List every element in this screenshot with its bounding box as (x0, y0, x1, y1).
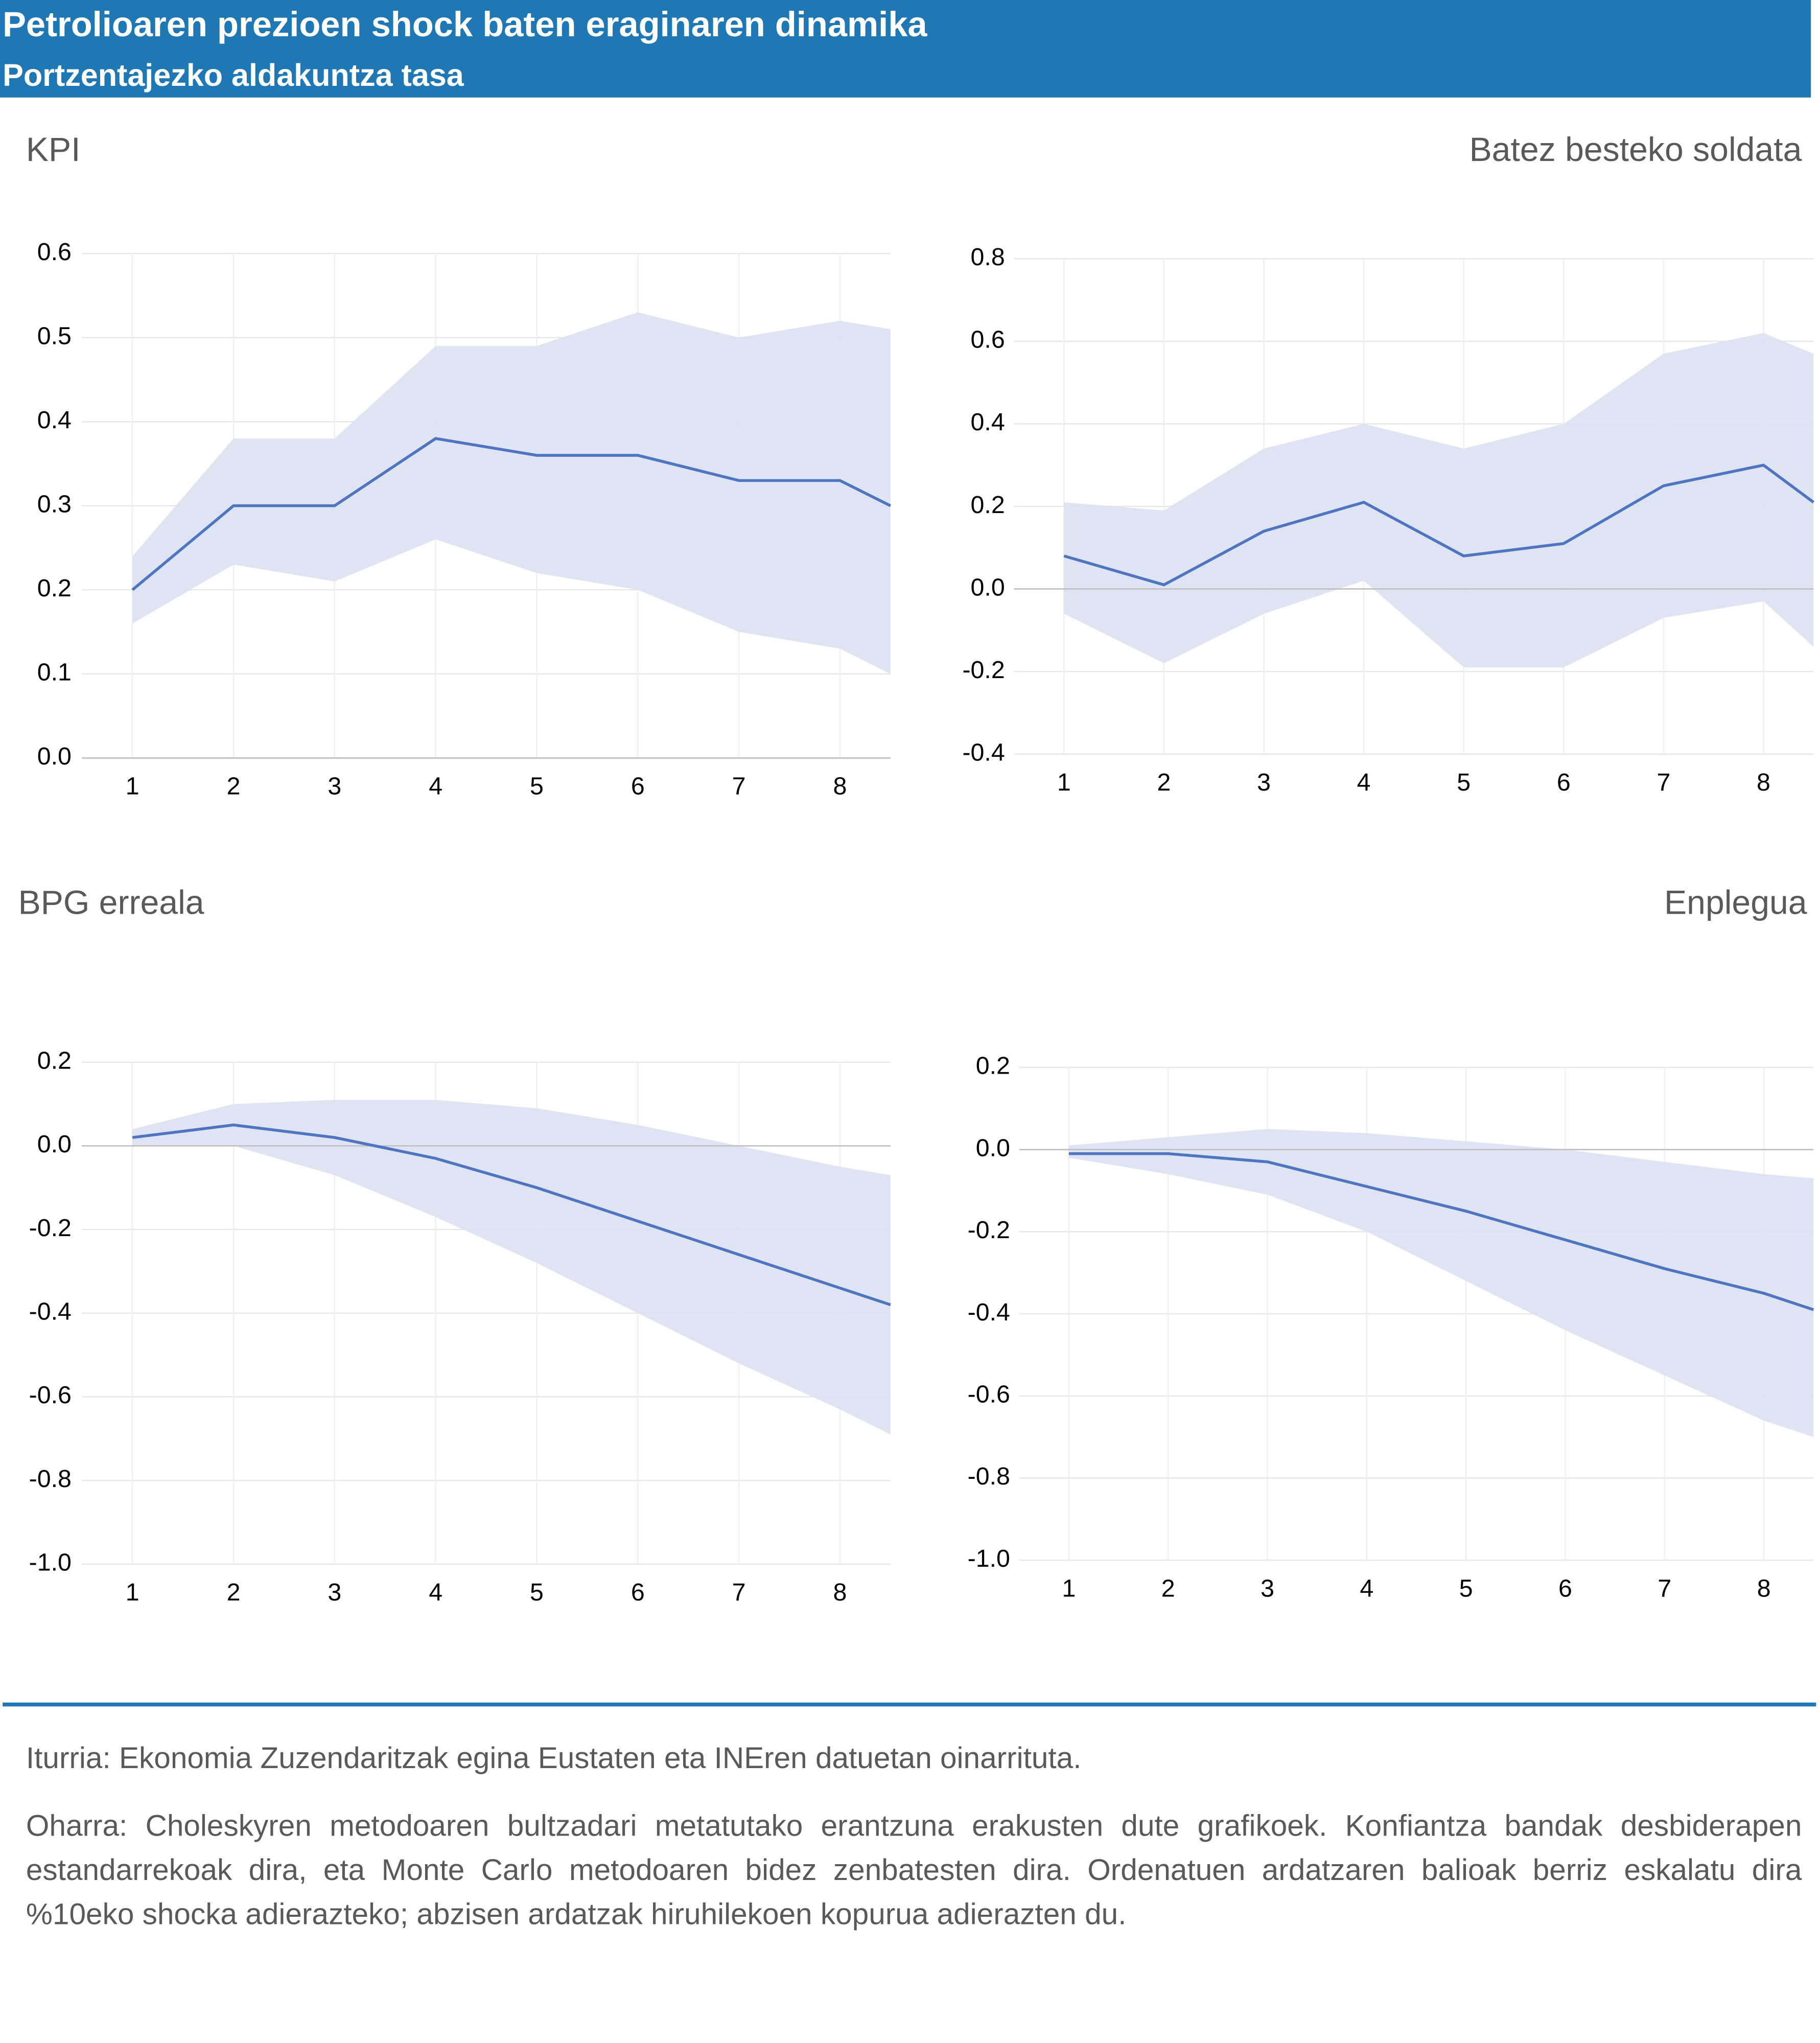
x-tick-label: 8 (1757, 1574, 1771, 1602)
title: Petrolioaren prezioen shock baten eragin… (3, 5, 927, 44)
y-tick-label: 0.0 (37, 1130, 72, 1158)
y-tick-label: 0.0 (971, 573, 1005, 601)
footer: Iturria: Ekonomia Zuzendaritzak egina Eu… (26, 1736, 1802, 1960)
x-tick-label: 7 (732, 1578, 746, 1606)
panel-title: BPG erreala (18, 884, 204, 921)
y-tick-label: 0.1 (37, 659, 72, 686)
y-tick-label: 0.5 (37, 322, 72, 350)
note: Oharra: Choleskyren metodoaren bultzadar… (26, 1808, 1802, 1931)
y-tick-label: -0.6 (29, 1381, 72, 1409)
y-tick-label: -1.0 (29, 1549, 72, 1576)
x-tick-label: 5 (1459, 1574, 1473, 1602)
y-tick-label: 0.2 (971, 491, 1005, 519)
confidence-band (132, 312, 891, 674)
line (131, 437, 892, 591)
y-tick-label: 0.0 (976, 1134, 1010, 1162)
panel-title: Batez besteko soldata (1469, 131, 1802, 169)
y-tick-label: -0.2 (962, 656, 1005, 684)
y-tick-label: 0.2 (37, 574, 72, 602)
y-tick-label: -0.4 (968, 1298, 1010, 1326)
y-tick-label: -1.0 (968, 1545, 1010, 1572)
confidence-band (1068, 1129, 1814, 1437)
y-tick-label: 0.6 (37, 238, 72, 266)
y-tick-label: 0.4 (37, 406, 72, 434)
y-tick-label: 0.2 (976, 1052, 1010, 1080)
x-tick-label: 3 (328, 1578, 341, 1606)
line (1068, 1152, 1814, 1311)
x-tick-label: 6 (631, 773, 645, 800)
line (132, 1123, 891, 1307)
header: Petrolioaren prezioen shock baten eragin… (0, 0, 1811, 98)
x-tick-label: 6 (1558, 1574, 1572, 1602)
x-tick-label: 4 (1360, 1574, 1373, 1602)
y-tick-label: 0.4 (971, 408, 1005, 436)
x-tick-label: 8 (1757, 769, 1770, 796)
x-tick-label: 6 (631, 1578, 645, 1606)
x-tick-label: 4 (1357, 769, 1371, 796)
y-tick-label: -0.4 (962, 738, 1005, 766)
panel-title: Enplegua (1664, 884, 1807, 921)
y-tick-label: 0.8 (971, 243, 1005, 271)
x-tick-label: 7 (732, 773, 746, 800)
x-tick-label: 2 (227, 1578, 241, 1606)
x-tick-label: 2 (227, 773, 241, 800)
y-tick-label: 0.6 (971, 326, 1005, 354)
x-tick-label: 7 (1658, 1574, 1671, 1602)
y-tick-label: -0.2 (29, 1214, 72, 1242)
x-tick-label: 4 (429, 1578, 442, 1606)
x-tick-label: 1 (126, 773, 139, 800)
x-tick-label: 4 (429, 773, 442, 800)
confidence-band (132, 1100, 891, 1435)
x-tick-label: 8 (833, 773, 847, 800)
y-tick-label: 0.3 (37, 490, 72, 518)
x-tick-label: 3 (1261, 1574, 1274, 1602)
y-tick-label: 0.2 (37, 1047, 72, 1074)
x-tick-label: 8 (833, 1578, 847, 1606)
x-tick-label: 1 (1057, 769, 1071, 796)
x-tick-label: 3 (1257, 769, 1271, 796)
x-tick-label: 2 (1157, 769, 1171, 796)
x-tick-label: 3 (328, 773, 341, 800)
x-tick-label: 5 (530, 1578, 544, 1606)
y-tick-label: -0.4 (29, 1298, 72, 1326)
source: Iturria: Ekonomia Zuzendaritzak egina Eu… (26, 1740, 1082, 1775)
x-tick-label: 5 (1457, 769, 1471, 796)
y-tick-label: -0.8 (29, 1465, 72, 1493)
subtitle: Portzentajezko aldakuntza tasa (3, 58, 464, 94)
x-tick-label: 1 (126, 1578, 139, 1606)
x-tick-label: 1 (1062, 1574, 1076, 1602)
y-tick-label: -0.6 (968, 1380, 1010, 1408)
line (1063, 463, 1814, 587)
panel-title: KPI (26, 131, 81, 169)
x-tick-label: 7 (1656, 769, 1670, 796)
confidence-band (1064, 333, 1814, 668)
x-tick-label: 6 (1557, 769, 1571, 796)
y-tick-label: 0.0 (37, 742, 72, 770)
x-tick-label: 2 (1161, 1574, 1175, 1602)
y-tick-label: -0.2 (968, 1216, 1010, 1244)
x-tick-label: 5 (530, 773, 544, 800)
y-tick-label: -0.8 (968, 1462, 1010, 1490)
